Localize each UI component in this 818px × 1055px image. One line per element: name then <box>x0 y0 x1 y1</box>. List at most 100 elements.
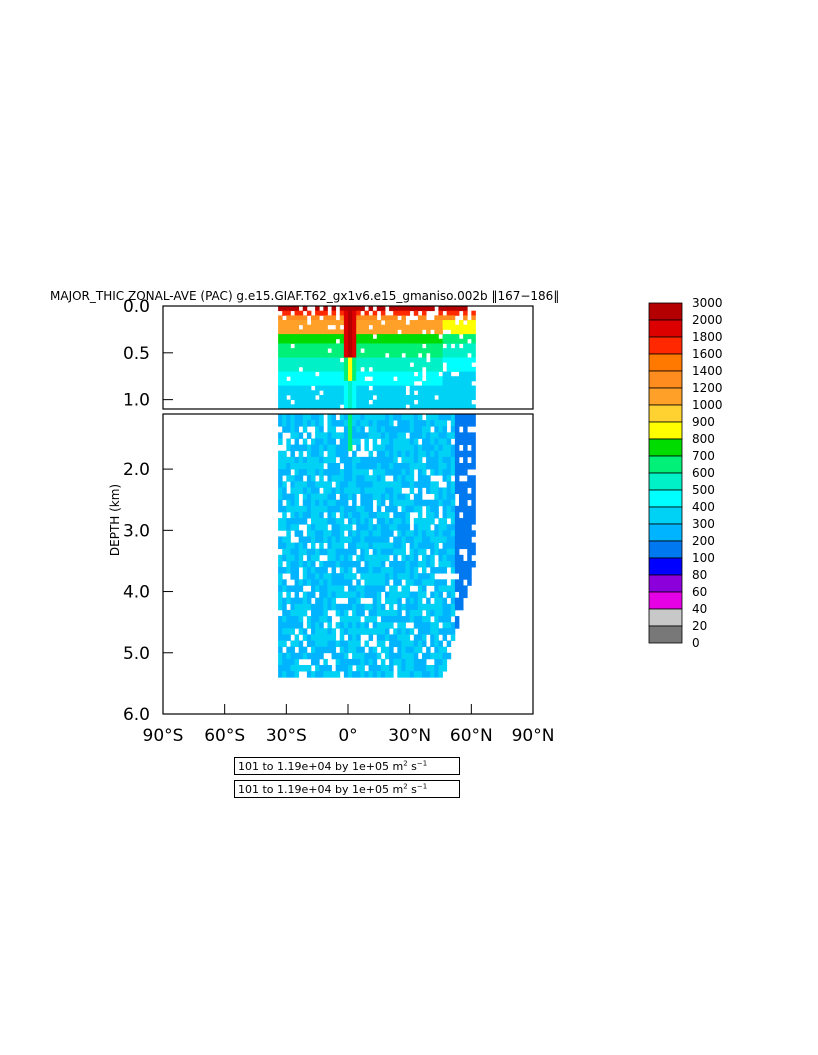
field-cell <box>389 348 394 354</box>
field-cell <box>426 579 431 586</box>
field-cell <box>360 481 365 488</box>
field-cell <box>471 404 476 410</box>
field-cell <box>343 306 349 312</box>
field-cell <box>385 665 390 672</box>
field-cell <box>290 665 295 672</box>
field-cell <box>385 362 390 368</box>
x-tick-label: 90°S <box>143 726 184 746</box>
field-cell <box>368 371 374 377</box>
field-cell <box>327 536 332 543</box>
field-cell <box>311 591 316 599</box>
field-cell <box>298 536 304 543</box>
field-cell <box>311 646 316 654</box>
field-cell <box>397 426 402 433</box>
field-cell <box>294 585 300 592</box>
field-cell <box>298 315 304 321</box>
field-cell <box>352 628 357 635</box>
field-cell <box>401 462 406 470</box>
field-cell <box>405 306 411 312</box>
field-cell <box>450 524 456 531</box>
field-cell <box>360 414 365 421</box>
field-cell <box>282 579 287 586</box>
field-cell <box>450 399 456 405</box>
field-cell <box>442 444 448 452</box>
field-cell <box>356 462 361 470</box>
field-cell <box>442 634 448 641</box>
field-cell <box>335 362 341 368</box>
field-cell <box>380 518 386 525</box>
field-cell <box>360 426 365 433</box>
field-cell <box>471 376 476 382</box>
field-cell <box>434 320 439 326</box>
field-cell <box>446 603 452 611</box>
field-cell <box>463 591 468 599</box>
field-cell <box>282 554 287 562</box>
field-cell <box>401 622 406 629</box>
field-cell <box>348 338 353 344</box>
field-cell <box>409 357 415 363</box>
field-cell <box>348 456 353 464</box>
field-cell <box>434 603 439 611</box>
field-cell <box>311 456 316 464</box>
field-cell <box>319 652 324 660</box>
colorbar-label: 500 <box>692 483 715 497</box>
field-cell <box>278 524 283 531</box>
field-cell <box>302 462 308 470</box>
y-tick-label: 2.0 <box>123 460 150 480</box>
field-cell <box>364 432 369 439</box>
field-cell <box>335 548 341 556</box>
field-cell <box>290 475 295 482</box>
field-cell <box>401 385 406 391</box>
field-cell <box>298 444 304 452</box>
field-cell <box>278 432 283 439</box>
field-cell <box>459 585 464 592</box>
field-cell <box>401 357 406 363</box>
field-cell <box>286 652 291 660</box>
field-cell <box>343 658 349 666</box>
field-cell <box>401 505 406 513</box>
field-cell <box>319 573 324 580</box>
field-cell <box>302 343 308 349</box>
field-cell <box>422 579 427 586</box>
field-cell <box>376 329 382 335</box>
field-cell <box>430 469 435 476</box>
field-cell <box>422 634 427 641</box>
field-cell <box>409 450 415 458</box>
field-cell <box>360 338 365 344</box>
field-cell <box>380 324 386 330</box>
field-cell <box>298 628 304 635</box>
field-cell <box>422 554 427 562</box>
field-cell <box>298 518 304 525</box>
field-cell <box>372 371 378 377</box>
field-cell <box>368 348 374 354</box>
field-cell <box>339 306 345 312</box>
field-cell <box>323 399 328 405</box>
field-cell <box>442 658 448 666</box>
field-cell <box>422 665 427 672</box>
field-cell <box>426 306 431 312</box>
field-cell <box>343 334 349 340</box>
field-cell <box>397 438 402 446</box>
field-cell <box>376 671 382 678</box>
field-cell <box>459 320 464 326</box>
field-cell <box>459 560 464 568</box>
field-cell <box>426 371 431 377</box>
field-cell <box>413 671 419 678</box>
field-cell <box>352 450 357 458</box>
field-cell <box>335 530 341 537</box>
field-cell <box>430 385 435 391</box>
field-cell <box>442 493 448 501</box>
field-cell <box>405 646 411 654</box>
field-cell <box>327 530 332 537</box>
field-cell <box>335 671 341 678</box>
field-cell <box>327 554 332 562</box>
field-cell <box>450 357 456 363</box>
field-cell <box>327 475 332 482</box>
field-cell <box>348 505 353 513</box>
field-cell <box>409 597 415 605</box>
field-cell <box>385 542 390 550</box>
field-cell <box>385 438 390 446</box>
field-cell <box>286 475 291 482</box>
field-cell <box>282 597 287 605</box>
field-cell <box>401 646 406 654</box>
